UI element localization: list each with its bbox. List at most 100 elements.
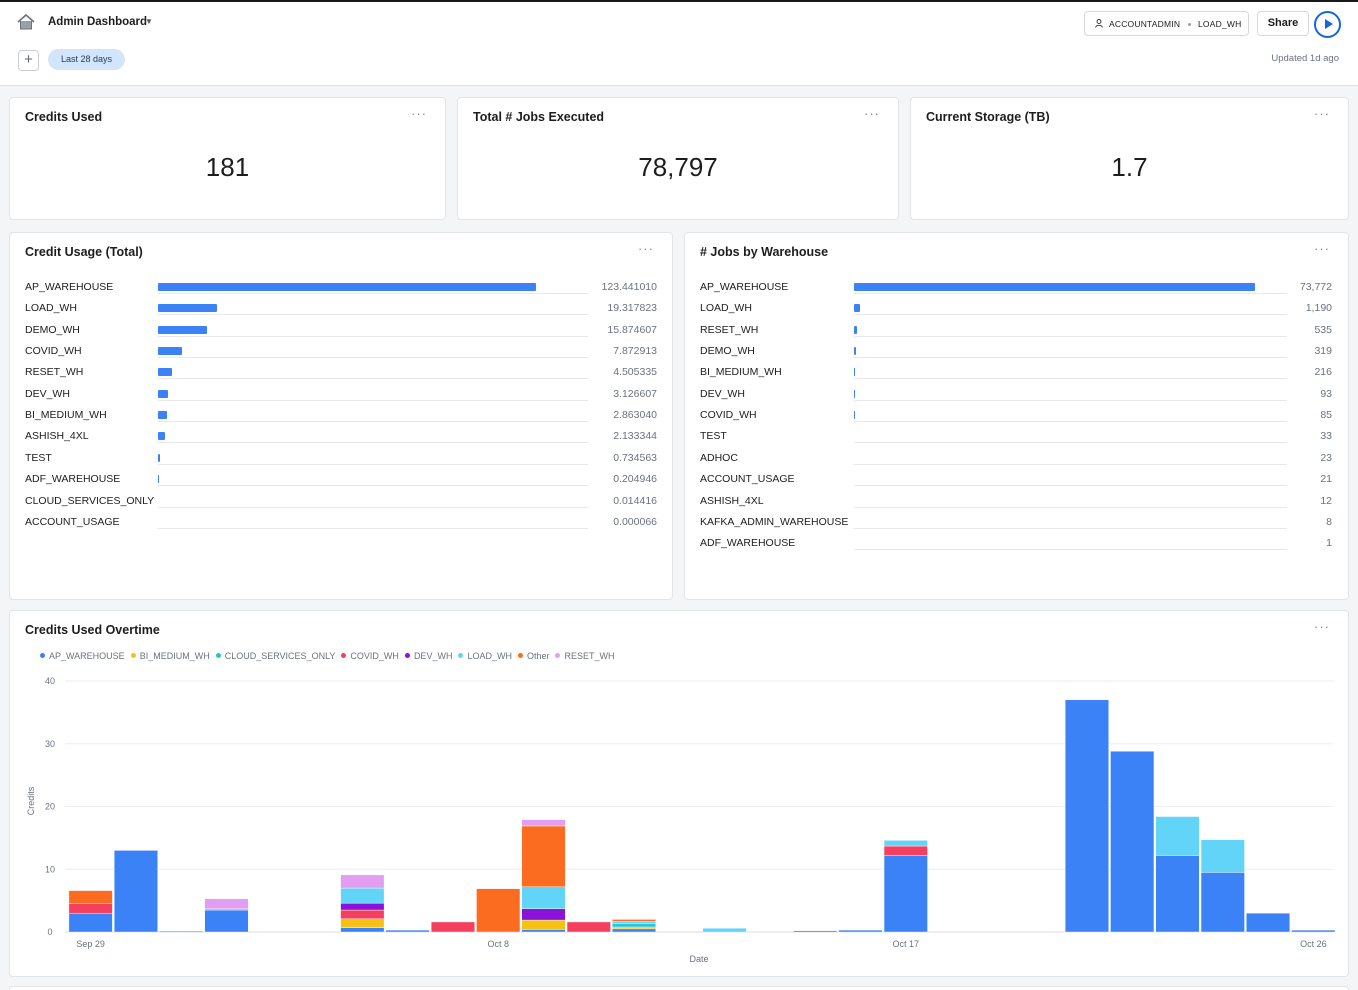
y-tick-label: 30 [45,739,55,749]
bar-row[interactable]: TEST 33 [685,426,1348,447]
add-filter-button[interactable]: + [18,50,39,71]
bar-row[interactable]: ADHOC 23 [685,448,1348,469]
bar-row[interactable]: LOAD_WH 1,190 [685,298,1348,319]
bar-row[interactable]: CLOUD_SERVICES_ONLY 0.014416 [10,491,672,512]
bar-value: 2.863040 [613,409,657,422]
bar-label: TEST [700,430,727,443]
bar-row[interactable]: ADF_WAREHOUSE 0.204946 [10,469,672,490]
legend-item[interactable]: COVID_WH [341,651,399,661]
bar-segment [1291,929,1336,933]
separator-dot [1188,23,1191,26]
bar-value: 12 [1320,494,1332,507]
run-button[interactable] [1314,11,1341,38]
bar-row[interactable]: ACCOUNT_USAGE 0.000066 [10,512,672,533]
bar-row[interactable]: BI_MEDIUM_WH 2.863040 [10,405,672,426]
legend-item[interactable]: LOAD_WH [458,651,512,661]
x-tick-label: Oct 8 [487,939,509,949]
bar-row[interactable]: AP_WAREHOUSE 123.441010 [10,277,672,298]
bar-row[interactable]: COVID_WH 85 [685,405,1348,426]
y-tick-label: 40 [45,676,55,686]
bar-track [854,399,1287,401]
bar-label: AP_WAREHOUSE [25,281,114,293]
bar-track [854,549,1287,551]
bar-value: 1,190 [1305,302,1332,315]
bar-segment [612,923,657,928]
bar-row[interactable]: DEMO_WH 15.874607 [10,320,672,341]
bar-label: ACCOUNT_USAGE [700,473,795,486]
more-options-icon[interactable]: ··· [411,106,427,121]
bar-row[interactable]: ASHISH_4XL 12 [685,491,1348,512]
kpi-title: Current Storage (TB) [926,110,1050,124]
bar-segment [1200,839,1245,873]
bar-row[interactable]: ACCOUNT_USAGE 21 [685,469,1348,490]
legend-swatch [341,653,347,658]
bar-row[interactable]: DEV_WH 93 [685,384,1348,405]
bar-row[interactable]: DEV_WH 3.126607 [10,384,672,405]
role-label: ACCOUNTADMIN [1109,19,1181,29]
card-title: # Jobs by Warehouse [700,245,829,259]
bar-segment [340,874,385,889]
bar-row[interactable]: RESET_WH 535 [685,320,1348,341]
bar-segment [68,903,113,914]
legend-item[interactable]: RESET_WH [555,651,615,661]
legend-swatch [40,653,45,658]
more-options-icon[interactable]: ··· [1314,106,1330,121]
bar-value: 21 [1320,473,1332,486]
bar-track [158,357,588,359]
bar-segment [612,919,657,922]
bar-track [854,335,1287,337]
legend-item[interactable]: DEV_WH [404,651,453,661]
more-options-icon[interactable]: ··· [1314,619,1330,634]
chart-legend: AP_WAREHOUSE BI_MEDIUM_WH CLOUD_SERVICES_O… [40,651,621,661]
bar [158,432,165,441]
more-options-icon[interactable]: ··· [638,241,654,256]
legend-label: DEV_WH [413,651,453,661]
home-icon[interactable] [16,13,36,31]
bar-row[interactable]: ADF_WAREHOUSE 1 [685,533,1348,554]
legend-item[interactable]: AP_WAREHOUSE [40,651,125,661]
bar-segment [204,909,249,933]
bar-track [854,378,1287,380]
y-tick-label: 20 [45,802,55,812]
bar-row[interactable]: LOAD_WH 19.317823 [10,298,672,319]
bar-segment [883,855,928,933]
bar-row[interactable]: COVID_WH 7.872913 [10,341,672,362]
bar-segment [521,819,566,827]
bar-row[interactable]: KAFKA_ADMIN_WAREHOUSE 8 [685,512,1348,533]
bar-segment [612,921,657,925]
bar-value: 535 [1314,323,1332,336]
more-options-icon[interactable]: ··· [1314,241,1330,256]
bar-row[interactable]: DEMO_WH 319 [685,341,1348,362]
bar-label: AP_WAREHOUSE [700,281,789,293]
kpi-card-credits-used: Credits Used ··· 181 [9,97,446,220]
bar-segment [1200,872,1245,933]
user-icon [1095,19,1103,28]
bar-segment [612,928,657,933]
dashboard-title[interactable]: Admin Dashboard [48,16,148,28]
bar [854,389,855,398]
legend-label: BI_MEDIUM_WH [139,651,210,661]
bar-row[interactable]: AP_WAREHOUSE 73,772 [685,277,1348,298]
role-warehouse-selector[interactable]: ACCOUNTADMIN LOAD_WH [1084,11,1249,36]
bar-track [854,314,1287,316]
share-button[interactable]: Share [1257,11,1309,36]
legend-item[interactable]: Other [517,651,549,661]
legend-item[interactable]: CLOUD_SERVICES_ONLY [215,651,335,661]
bar-segment [521,929,566,933]
bar-segment [113,850,158,933]
bar-label: DEV_WH [700,387,745,400]
legend-item[interactable]: BI_MEDIUM_WH [130,651,210,661]
bar-value: 33 [1320,430,1332,443]
bar-row[interactable]: RESET_WH 4.505335 [10,362,672,383]
bar [158,389,168,398]
bar-row[interactable]: TEST 0.734563 [10,448,672,469]
more-options-icon[interactable]: ··· [864,106,880,121]
bar-row[interactable]: ASHISH_4XL 2.133344 [10,426,672,447]
bar-value: 73,772 [1299,281,1332,293]
credits-overtime-card: Credits Used Overtime ··· AP_WAREHOUSE BI… [9,610,1349,977]
kpi-value: 1.7 [1111,152,1148,182]
chevron-down-icon[interactable]: ▼ [145,17,153,26]
bar-row[interactable]: BI_MEDIUM_WH 216 [685,362,1348,383]
bar-value: 8 [1326,515,1332,528]
date-range-filter[interactable]: Last 28 days [48,49,125,70]
